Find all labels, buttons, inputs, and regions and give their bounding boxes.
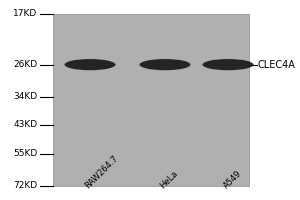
Ellipse shape — [140, 59, 190, 70]
Text: 43KD: 43KD — [14, 120, 38, 129]
Text: 34KD: 34KD — [14, 92, 38, 101]
Text: 26KD: 26KD — [14, 60, 38, 69]
Text: 55KD: 55KD — [13, 149, 38, 158]
Bar — [52, 14, 249, 186]
Ellipse shape — [202, 59, 253, 70]
Text: 72KD: 72KD — [14, 182, 38, 190]
Text: CLEC4A: CLEC4A — [258, 60, 296, 70]
Text: 17KD: 17KD — [13, 9, 38, 18]
Text: RAW264.7: RAW264.7 — [84, 153, 120, 190]
Text: HeLa: HeLa — [159, 169, 180, 190]
Text: A549: A549 — [222, 168, 243, 190]
Ellipse shape — [64, 59, 116, 70]
